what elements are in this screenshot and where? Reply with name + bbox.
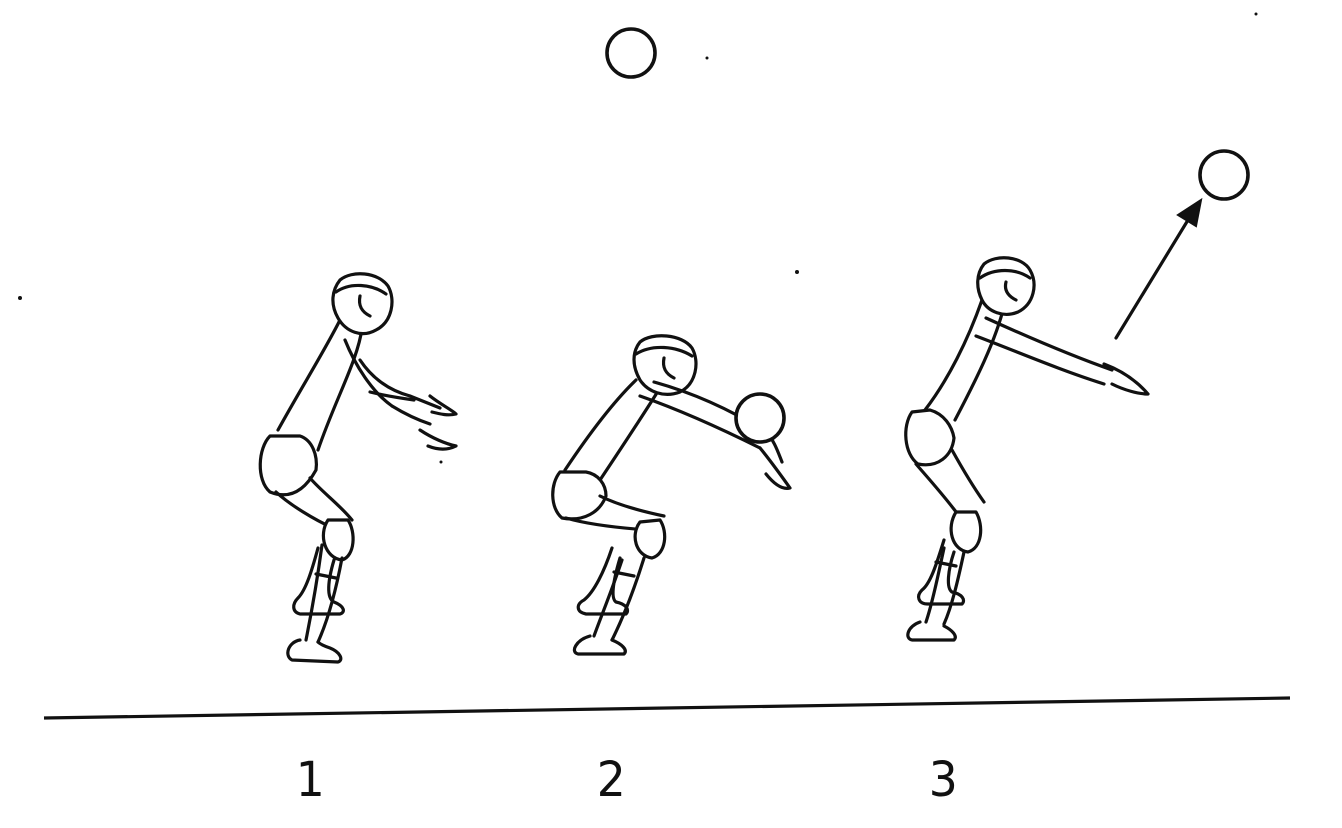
player-figure-3	[904, 256, 1150, 642]
trajectory-arrow-line	[1114, 218, 1190, 340]
ball-contact	[734, 392, 786, 444]
player-figure-1	[258, 272, 458, 664]
speck	[439, 460, 443, 464]
ball-top	[605, 27, 657, 79]
step-number-1: 1	[295, 752, 325, 808]
ball-released	[1198, 149, 1250, 201]
speck	[18, 296, 22, 300]
step-number-2: 2	[596, 752, 626, 808]
speck	[1254, 12, 1258, 16]
floor-line	[43, 696, 1291, 720]
speck	[705, 56, 709, 60]
trajectory-arrow-head	[1176, 197, 1203, 228]
step-number-3: 3	[928, 752, 958, 808]
speck	[795, 270, 799, 274]
player-figure-2	[551, 334, 792, 656]
